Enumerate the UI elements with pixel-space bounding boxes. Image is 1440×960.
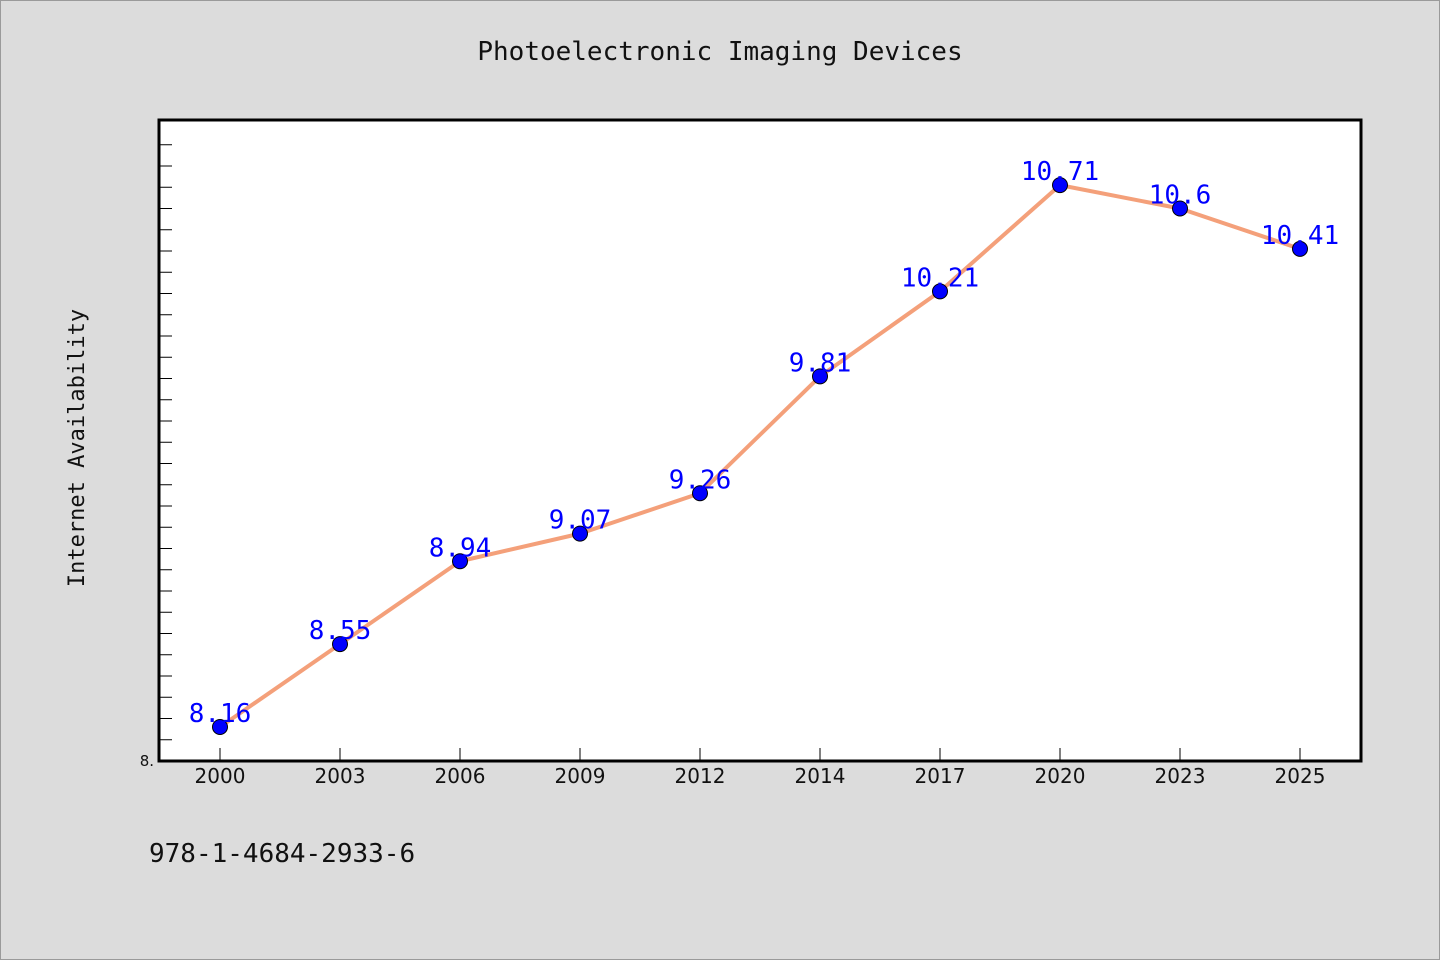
- data-point: [212, 719, 228, 735]
- x-tick-label: 2006: [435, 764, 486, 788]
- data-label: 9.26: [669, 465, 732, 495]
- data-label: 9.81: [789, 348, 852, 378]
- data-point: [572, 525, 588, 542]
- data-label: 10.41: [1261, 221, 1339, 251]
- x-axis-ticks: 2000 2003 2006 2009 2012 2014 2017 2020 2023 2025: [195, 748, 1326, 788]
- x-tick-label: 2012: [675, 764, 726, 788]
- data-point: [932, 283, 948, 300]
- data-point: [812, 368, 828, 385]
- data-point: [1172, 200, 1188, 217]
- chart-title: Photoelectronic Imaging Devices: [477, 37, 962, 67]
- data-label: 10.21: [901, 263, 979, 293]
- data-labels: 8.16 8.55 8.94 9.07 9.26 9.81 10.21 10.71 10.6 10…: [189, 157, 1339, 729]
- data-markers: [212, 177, 1308, 735]
- data-point: [332, 636, 348, 653]
- x-tick-label: 2020: [1035, 764, 1086, 788]
- data-label: 10.71: [1021, 157, 1099, 187]
- x-tick-label: 2025: [1275, 764, 1326, 788]
- isbn-footer: 978-1-4684-2933-6: [149, 839, 415, 869]
- x-tick-label: 2003: [315, 764, 366, 788]
- data-point: [452, 553, 468, 570]
- data-label: 8.94: [429, 533, 492, 563]
- data-point: [1052, 177, 1068, 194]
- x-tick-label: 2000: [195, 764, 246, 788]
- data-point: [692, 485, 708, 502]
- series-line: [218, 183, 1302, 729]
- y-tick-label: 8.: [140, 752, 154, 770]
- x-tick-label: 2017: [915, 764, 966, 788]
- plot-area: [157, 118, 1363, 763]
- x-tick-label: 2014: [795, 764, 846, 788]
- y-axis-label: Internet Availability: [65, 309, 90, 587]
- data-label: 8.16: [189, 699, 252, 729]
- y-axis-ticks: 8.: [140, 144, 172, 770]
- data-label: 10.6: [1149, 181, 1212, 211]
- x-tick-label: 2009: [555, 764, 606, 788]
- series-line-group: [218, 183, 1302, 729]
- x-tick-label: 2023: [1155, 764, 1206, 788]
- data-label: 8.55: [309, 616, 372, 646]
- data-label: 9.07: [549, 506, 612, 536]
- data-point: [1292, 240, 1308, 257]
